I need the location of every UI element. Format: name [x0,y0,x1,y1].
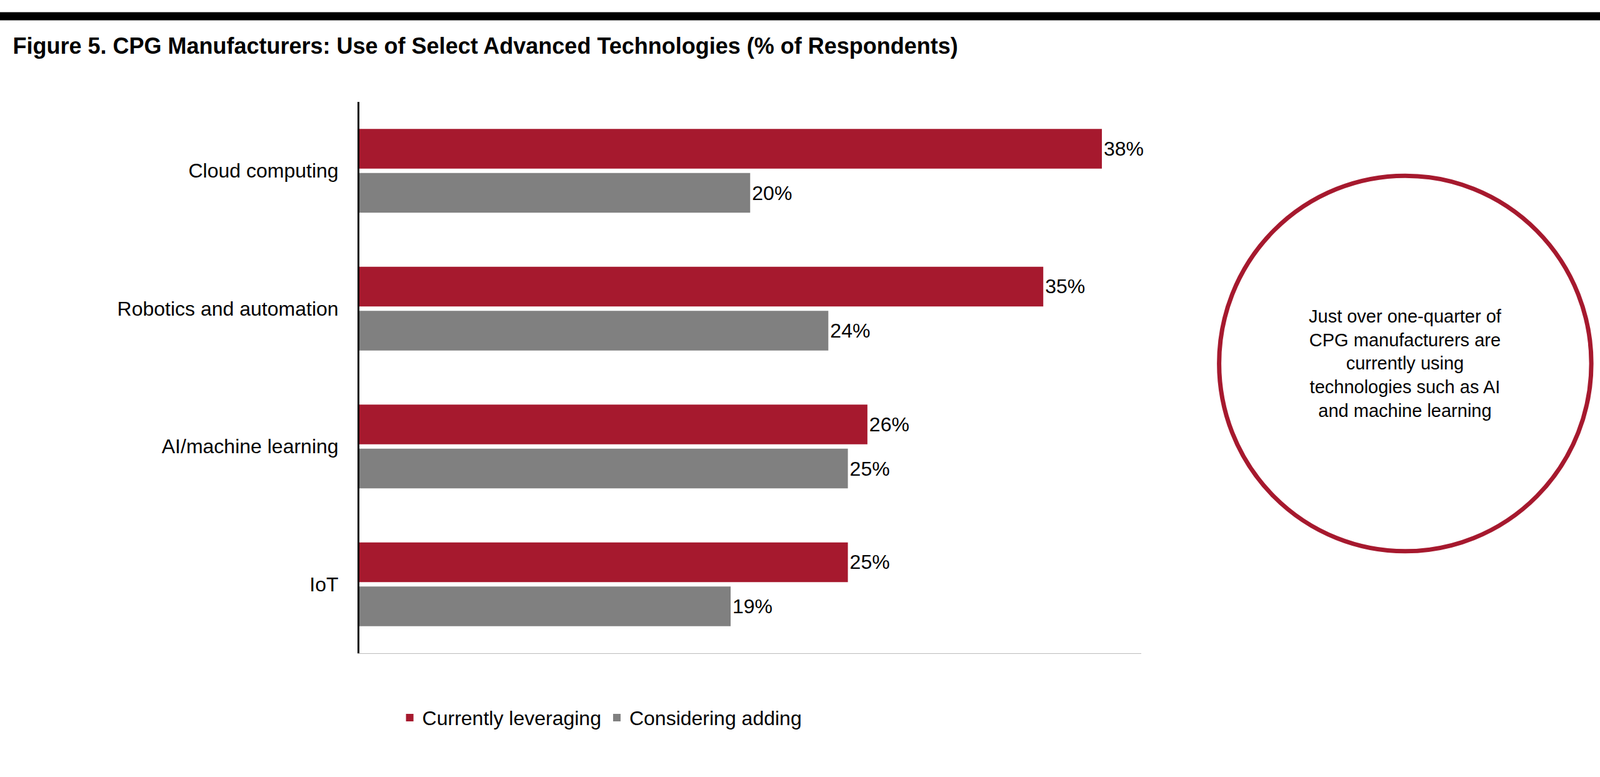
svg-text:Robotics and automation: Robotics and automation [117,297,339,320]
svg-text:IoT: IoT [309,573,339,596]
svg-text:Considering adding: Considering adding [629,706,802,730]
svg-text:35%: 35% [1045,275,1085,298]
svg-text:25%: 25% [850,550,890,574]
svg-text:24%: 24% [830,319,870,342]
svg-text:Currently leveraging: Currently leveraging [422,706,602,730]
svg-text:Cloud computing: Cloud computing [188,159,339,182]
svg-text:Figure 5. CPG Manufacturers: U: Figure 5. CPG Manufacturers: Use of Sele… [12,33,958,59]
svg-text:19%: 19% [732,595,773,618]
svg-text:25%: 25% [850,457,890,480]
svg-text:26%: 26% [869,413,910,436]
svg-text:AI/machine learning: AI/machine learning [161,435,339,458]
svg-text:Just over one-quarter ofCPG ma: Just over one-quarter ofCPG manufacturer… [1308,306,1502,421]
svg-text:20%: 20% [751,181,792,205]
svg-text:38%: 38% [1103,137,1144,160]
